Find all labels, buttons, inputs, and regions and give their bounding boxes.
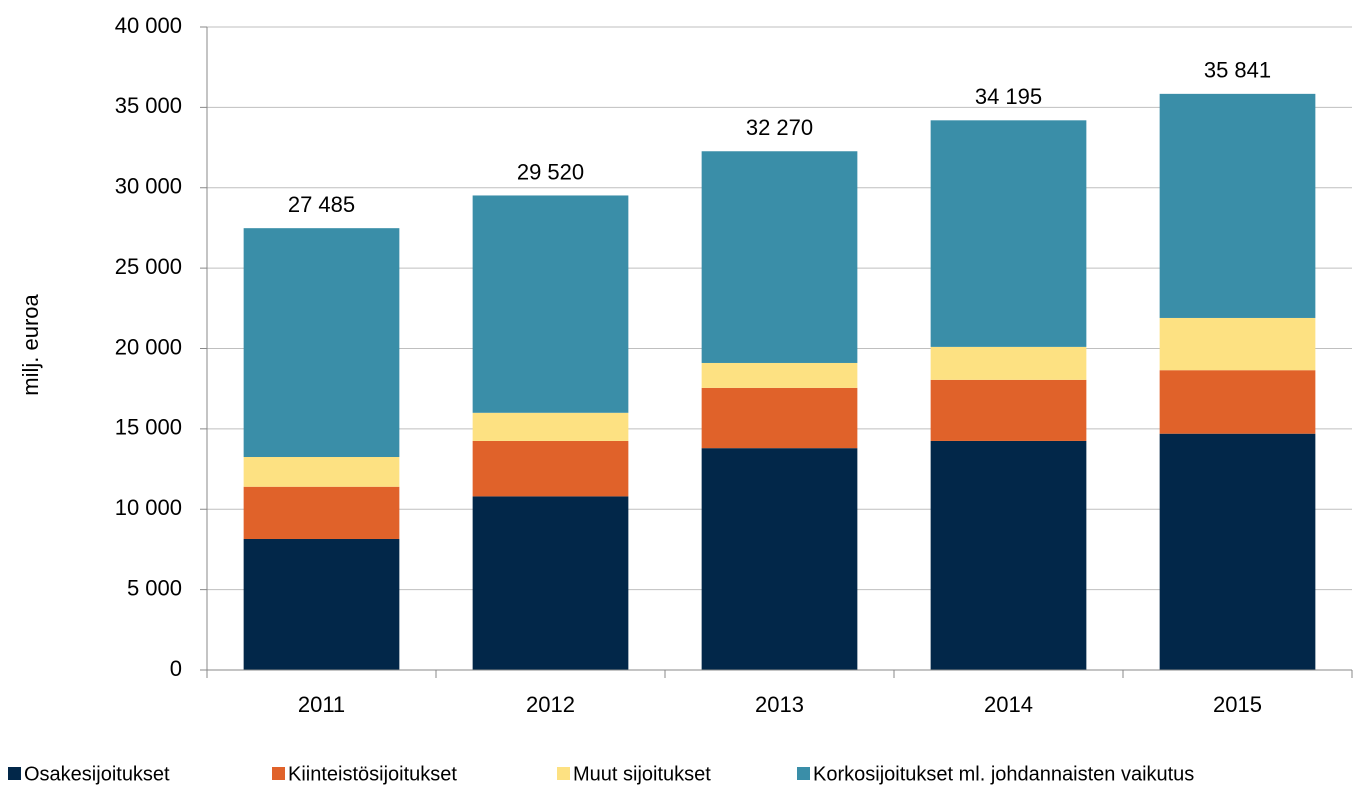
legend-label: Muut sijoitukset	[573, 763, 711, 785]
bar-segment	[243, 457, 400, 487]
y-axis-title: milj. euroa	[18, 293, 43, 395]
x-tick-label: 2011	[298, 692, 345, 717]
bar-segment	[472, 412, 629, 441]
bar-segment	[472, 195, 629, 413]
y-tick-label: 25 000	[115, 254, 182, 279]
legend-swatch	[8, 767, 21, 780]
y-tick-label: 40 000	[115, 13, 182, 38]
total-label: 27 485	[288, 192, 355, 217]
legend-label: Osakesijoitukset	[24, 763, 170, 785]
bar-segment	[1159, 93, 1316, 318]
legend-swatch	[797, 767, 810, 780]
legend-swatch	[272, 767, 285, 780]
bar-segment	[701, 362, 858, 388]
bar-segment	[1159, 433, 1316, 670]
bar-segment	[930, 346, 1087, 380]
x-tick-label: 2015	[1213, 692, 1262, 717]
y-tick-label: 15 000	[115, 415, 182, 440]
x-tick-label: 2014	[984, 692, 1033, 717]
bar-segment	[701, 448, 858, 670]
bar-segment	[243, 538, 400, 670]
x-tick-label: 2012	[526, 692, 575, 717]
y-tick-label: 0	[170, 656, 182, 681]
bar-segment	[472, 440, 629, 497]
bar-segment	[930, 440, 1087, 670]
bar-segment	[701, 387, 858, 449]
y-tick-label: 5 000	[127, 575, 182, 600]
legend-label: Kiinteistösijoitukset	[288, 763, 457, 785]
y-tick-label: 10 000	[115, 495, 182, 520]
bar-segment	[472, 496, 629, 670]
bar-segment	[243, 486, 400, 539]
bar-segment	[930, 120, 1087, 347]
x-tick-label: 2013	[755, 692, 804, 717]
bar-segment	[930, 379, 1087, 441]
y-tick-label: 35 000	[115, 93, 182, 118]
total-label: 29 520	[517, 159, 584, 184]
total-label: 34 195	[975, 84, 1042, 109]
legend-swatch	[557, 767, 570, 780]
total-label: 32 270	[746, 115, 813, 140]
y-tick-label: 30 000	[115, 174, 182, 199]
bar-segment	[1159, 370, 1316, 434]
bar-segment	[1159, 317, 1316, 371]
total-label: 35 841	[1204, 58, 1271, 83]
y-tick-label: 20 000	[115, 334, 182, 359]
bar-segment	[243, 228, 400, 458]
bar-segment	[701, 151, 858, 363]
legend-label: Korkosijoitukset ml. johdannaisten vaiku…	[813, 763, 1194, 785]
